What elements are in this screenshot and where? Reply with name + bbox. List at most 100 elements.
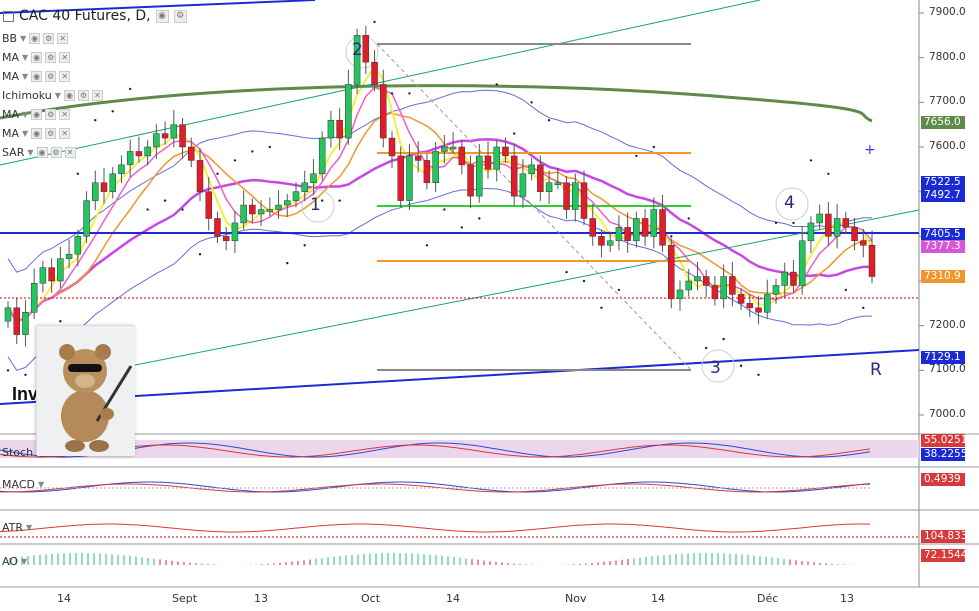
candle-down xyxy=(580,182,588,219)
bollinger-bands xyxy=(7,89,872,371)
sar-dot xyxy=(181,208,184,211)
sar-dot xyxy=(408,92,411,95)
close-icon[interactable]: ✕ xyxy=(59,52,71,63)
gear-icon[interactable]: ⚙ xyxy=(45,109,57,120)
close-icon[interactable]: ✕ xyxy=(59,109,71,120)
candle-up xyxy=(74,236,82,255)
gear-icon[interactable]: ⚙ xyxy=(45,71,57,82)
indicator-sar-label[interactable]: SAR ▼ ◉ ⚙ ✕ xyxy=(2,146,76,159)
candle-up xyxy=(720,276,727,300)
macd-label[interactable]: MACD ▼ xyxy=(2,478,45,491)
eye-icon[interactable]: ◉ xyxy=(31,71,43,82)
candle-up xyxy=(764,294,771,313)
plus-marker: + xyxy=(864,142,876,158)
eye-icon[interactable]: ◉ xyxy=(29,33,41,44)
indicator-ma-label[interactable]: MA ▼ ◉ ⚙ ✕ xyxy=(2,108,71,121)
eye-icon[interactable]: ◉ xyxy=(31,109,43,120)
sar-dot xyxy=(251,150,254,153)
price-tick: 7600.0 xyxy=(929,140,966,152)
indicator-ma-label[interactable]: MA ▼ ◉ ⚙ ✕ xyxy=(2,70,71,83)
candle-up xyxy=(231,222,239,242)
eye-icon[interactable]: ◉ xyxy=(63,90,75,101)
sar-dot xyxy=(565,270,568,274)
ao-label[interactable]: AO ▼ xyxy=(2,555,28,568)
candle-down xyxy=(711,285,719,300)
candle-up xyxy=(807,222,815,242)
time-tick: 13 xyxy=(840,592,854,605)
checkbox-icon[interactable] xyxy=(3,10,14,22)
close-icon[interactable]: ✕ xyxy=(91,90,103,101)
candle-up xyxy=(266,209,274,212)
chevron-down-icon: ▼ xyxy=(54,91,61,100)
gear-icon[interactable]: ⚙ xyxy=(45,52,57,63)
sar-dot xyxy=(809,159,813,162)
candle-up xyxy=(772,285,780,295)
candle-down xyxy=(467,164,474,197)
pane-value-tag: 72.1544 xyxy=(921,549,967,562)
gear-icon[interactable]: ⚙ xyxy=(50,147,62,158)
candle-up xyxy=(816,213,823,224)
candle-down xyxy=(659,209,666,246)
eye-icon[interactable]: ◉ xyxy=(31,128,43,139)
close-icon[interactable]: ✕ xyxy=(64,147,76,158)
gear-icon[interactable]: ⚙ xyxy=(43,33,55,44)
indicator-ma-label[interactable]: MA ▼ ◉ ⚙ ✕ xyxy=(2,127,71,140)
eye-icon[interactable]: ◉ xyxy=(31,52,43,63)
candle-down xyxy=(362,35,370,63)
sar-dot xyxy=(582,279,586,283)
time-tick: 14 xyxy=(446,592,460,605)
candle-down xyxy=(423,160,431,183)
stoch-label[interactable]: Stoch xyxy=(2,446,34,459)
candle-down xyxy=(624,227,631,242)
gear-icon[interactable]: ⚙ xyxy=(173,9,187,23)
candle-down xyxy=(380,84,387,139)
candle-up xyxy=(545,182,553,192)
indicator-ichimoku-label[interactable]: Ichimoku ▼ ◉ ⚙ ✕ xyxy=(2,89,103,102)
close-icon[interactable]: ✕ xyxy=(59,128,71,139)
pane-value-tag: 38.2255 xyxy=(921,448,967,461)
atr-label[interactable]: ATR ▼ xyxy=(2,521,33,534)
sar-dot xyxy=(635,154,638,158)
time-tick: Oct xyxy=(361,592,381,605)
candle-down xyxy=(196,160,204,192)
candle-up xyxy=(345,84,352,139)
close-icon[interactable]: ✕ xyxy=(57,33,69,44)
candle-down xyxy=(510,155,518,197)
candle-up xyxy=(318,137,326,175)
eye-icon[interactable]: ◉ xyxy=(36,147,48,158)
indicator-bb-label[interactable]: BB ▼ ◉ ⚙ ✕ xyxy=(2,32,69,45)
candle-up xyxy=(528,164,535,175)
wave-label-1: 1 xyxy=(310,195,321,215)
candle-down xyxy=(135,151,143,157)
price-tick: 7700.0 xyxy=(929,95,966,108)
candle-up xyxy=(22,312,29,335)
candle-up xyxy=(615,227,623,242)
sar-dot xyxy=(268,145,272,149)
stoch-k-line xyxy=(0,442,871,458)
wave-circle xyxy=(775,187,809,221)
candle-up xyxy=(676,289,684,300)
gear-icon[interactable]: ⚙ xyxy=(45,128,57,139)
gear-icon[interactable]: ⚙ xyxy=(77,90,89,101)
sar-dot xyxy=(739,364,743,368)
sar-dot xyxy=(94,119,97,122)
time-tick: Sept xyxy=(172,592,198,605)
candle-up xyxy=(493,146,500,170)
candle-up xyxy=(126,151,134,166)
candle-up xyxy=(65,253,73,259)
indicator-ma-label[interactable]: MA ▼ ◉ ⚙ ✕ xyxy=(2,51,71,64)
trend-lines xyxy=(0,0,920,405)
candle-up xyxy=(310,173,317,183)
candle-up xyxy=(519,173,527,197)
eye-icon[interactable]: ◉ xyxy=(155,9,169,23)
candle-down xyxy=(484,155,492,170)
channel-line-top xyxy=(0,0,761,166)
pane-value-tag: 55.0251 xyxy=(921,434,967,447)
candle-down xyxy=(729,276,736,295)
candle-up xyxy=(781,271,788,286)
candle-down xyxy=(598,236,605,246)
close-icon[interactable]: ✕ xyxy=(59,71,71,82)
price-tag: 7310.9 xyxy=(921,270,965,284)
candle-up xyxy=(83,200,90,237)
